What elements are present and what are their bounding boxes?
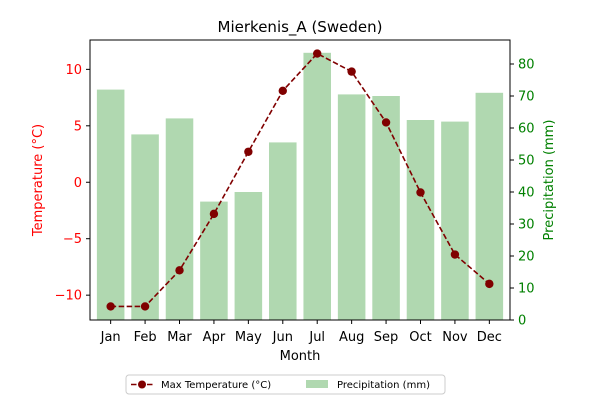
right-tick-label: 40: [518, 186, 535, 201]
right-tick-label: 80: [518, 58, 535, 73]
precipitation-bar: [234, 192, 263, 320]
left-tick-label: −5: [63, 232, 82, 247]
temperature-point: [485, 279, 494, 289]
x-tick-label: Sep: [374, 330, 399, 345]
x-tick-label: Apr: [203, 330, 226, 345]
precipitation-bar: [131, 134, 159, 320]
right-tick-label: 10: [518, 282, 535, 297]
precipitation-bars: [96, 52, 504, 321]
left-tick-label: 10: [65, 63, 82, 78]
precipitation-bar: [96, 89, 125, 320]
temperature-point: [313, 49, 322, 58]
x-tick-label: Jan: [100, 330, 121, 345]
temperature-points: [106, 49, 494, 311]
x-tick-label: Jul: [308, 330, 325, 345]
left-axis: −10 −5 0 5 10: [55, 63, 90, 304]
x-tick-label: Jun: [272, 330, 293, 345]
precipitation-bar: [269, 142, 297, 320]
precipitation-bar: [200, 201, 228, 320]
right-axis-label: Precipitation (mm): [542, 120, 557, 241]
x-tick-label: May: [235, 330, 262, 345]
x-tick-label: Mar: [167, 330, 192, 345]
left-axis-label: Temperature (°C): [31, 124, 46, 237]
temperature-point: [450, 250, 460, 259]
temperature-point: [381, 118, 391, 127]
x-tick-label: Oct: [409, 330, 431, 345]
precipitation-bar: [372, 96, 400, 320]
x-tick-label: Dec: [477, 330, 502, 345]
right-tick-label: 50: [518, 154, 535, 169]
right-tick-label: 30: [518, 218, 535, 233]
temperature-point: [416, 188, 425, 197]
right-tick-label: 60: [518, 122, 535, 137]
right-tick-label: 0: [518, 314, 526, 329]
plot-frame: [89, 39, 511, 321]
temperature-point: [347, 67, 356, 76]
legend-marker-swatch: [138, 380, 146, 389]
precipitation-bar: [303, 52, 331, 321]
precipitation-bar: [406, 120, 435, 320]
temperature-point: [106, 302, 115, 311]
right-axis: 0 10 20 30 40 50 60 70 80: [510, 58, 535, 329]
chart-title: Mierkenis_A (Sweden): [218, 18, 383, 37]
left-tick-label: −10: [55, 289, 82, 304]
right-tick-label: 70: [518, 90, 535, 105]
x-axis-label: Month: [280, 349, 321, 364]
legend-label-temperature: Max Temperature (°C): [161, 380, 271, 391]
legend: Max Temperature (°C) Precipitation (mm): [125, 374, 446, 395]
x-axis: Jan Feb Mar Apr May Jun Jul Aug Sep Oct Nov Dec: [100, 320, 502, 345]
legend-label-precipitation: Precipitation (mm): [337, 380, 430, 391]
precipitation-bar: [165, 118, 194, 321]
x-tick-label: Aug: [339, 330, 364, 345]
temperature-point: [209, 209, 219, 219]
temperature-point: [244, 147, 253, 156]
x-tick-label: Feb: [134, 330, 157, 345]
temperature-point: [140, 302, 150, 311]
legend-frame: [125, 374, 446, 395]
x-tick-label: Nov: [442, 330, 468, 345]
temperature-line: [110, 52, 490, 308]
left-tick-label: 0: [74, 176, 82, 191]
right-tick-label: 20: [518, 250, 535, 265]
precipitation-bar: [441, 121, 469, 320]
temperature-point: [175, 266, 184, 275]
left-tick-label: 5: [74, 119, 82, 134]
precipitation-bar: [337, 94, 366, 321]
legend-bar-swatch: [306, 380, 328, 388]
temperature-point: [278, 86, 287, 96]
